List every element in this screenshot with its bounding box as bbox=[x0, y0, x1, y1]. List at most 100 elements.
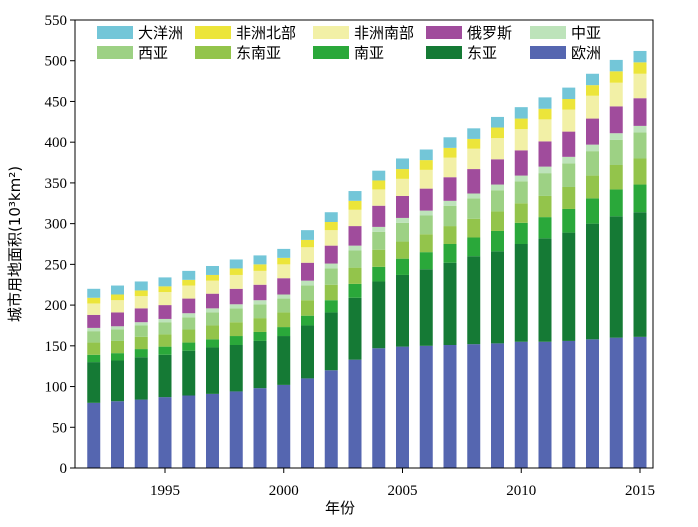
bar-segment bbox=[182, 270, 196, 280]
bar-segment bbox=[134, 290, 148, 297]
bar-segment bbox=[609, 59, 623, 72]
bar-segment bbox=[609, 106, 623, 134]
bar-segment bbox=[586, 73, 599, 86]
bar-stack-2013 bbox=[586, 73, 599, 468]
bar-segment bbox=[134, 296, 148, 309]
y-tick-label: 200 bbox=[45, 298, 68, 314]
bar-segment bbox=[182, 317, 196, 330]
bar-segment bbox=[586, 223, 599, 340]
bar-segment bbox=[467, 218, 481, 238]
bar-segment bbox=[633, 98, 647, 126]
bar-segment bbox=[182, 313, 196, 318]
bar-segment bbox=[443, 137, 457, 148]
legend-label: 东南亚 bbox=[236, 44, 281, 62]
bar-segment bbox=[396, 178, 409, 196]
bar-segment bbox=[324, 370, 338, 468]
bar-stack-2008 bbox=[467, 128, 481, 468]
bar-segment bbox=[301, 262, 314, 281]
bar-segment bbox=[609, 71, 623, 83]
legend-label: 西亚 bbox=[138, 44, 168, 62]
bar-segment bbox=[491, 190, 504, 212]
bar-segment bbox=[87, 327, 101, 332]
bar-segment bbox=[538, 195, 552, 218]
bar-segment bbox=[277, 312, 291, 328]
bar-segment bbox=[182, 279, 196, 286]
x-tick-label: 1995 bbox=[150, 483, 180, 499]
bar-segment bbox=[372, 249, 386, 267]
bar-stack-2011 bbox=[538, 97, 552, 468]
bar-segment bbox=[419, 149, 433, 161]
legend-swatch bbox=[530, 26, 566, 39]
bar-segment bbox=[324, 268, 338, 285]
bar-segment bbox=[633, 125, 647, 133]
bar-segment bbox=[134, 325, 148, 337]
bar-segment bbox=[633, 132, 647, 159]
bar-segment bbox=[324, 222, 338, 231]
bar-stack-2004 bbox=[372, 170, 386, 468]
bar-segment bbox=[182, 395, 196, 468]
bar-segment bbox=[253, 331, 267, 341]
bar-segment bbox=[372, 170, 386, 181]
legend-swatch bbox=[97, 26, 133, 39]
bar-stack-1995 bbox=[158, 277, 172, 468]
bar-segment bbox=[633, 336, 647, 468]
bar-segment bbox=[301, 378, 314, 468]
bar-segment bbox=[111, 294, 124, 301]
bar-segment bbox=[491, 159, 504, 185]
bar-segment bbox=[562, 87, 576, 100]
bar-segment bbox=[396, 274, 409, 347]
bar-stack-2005 bbox=[396, 158, 409, 468]
bar-segment bbox=[324, 245, 338, 264]
bar-segment bbox=[514, 222, 528, 244]
bar-segment bbox=[372, 231, 386, 250]
legend-swatch bbox=[426, 46, 462, 59]
y-tick-label: 350 bbox=[45, 176, 68, 192]
x-axis-title: 年份 bbox=[325, 499, 355, 517]
bar-segment bbox=[419, 215, 433, 235]
y-tick-label: 400 bbox=[45, 135, 68, 151]
bar-stack-2002 bbox=[324, 212, 338, 468]
bar-segment bbox=[562, 131, 576, 157]
bar-segment bbox=[87, 362, 101, 403]
bar-segment bbox=[348, 250, 362, 268]
bar-segment bbox=[324, 263, 338, 269]
bar-segment bbox=[514, 203, 528, 223]
bar-segment bbox=[419, 269, 433, 346]
legend-swatch bbox=[530, 46, 566, 59]
bar-segment bbox=[538, 217, 552, 239]
bar-segment bbox=[87, 331, 101, 343]
bar-segment bbox=[277, 278, 291, 295]
bar-segment bbox=[253, 284, 267, 301]
bar-segment bbox=[206, 325, 219, 340]
bar-segment bbox=[562, 186, 576, 209]
bar-segment bbox=[324, 212, 338, 222]
bar-segment bbox=[111, 401, 124, 468]
legend-label: 非洲北部 bbox=[236, 24, 296, 42]
bar-segment bbox=[158, 354, 172, 398]
bar-stack-2012 bbox=[562, 87, 576, 468]
bar-segment bbox=[443, 262, 457, 345]
bar-segment bbox=[396, 169, 409, 179]
bar-segment bbox=[491, 230, 504, 252]
bar-segment bbox=[277, 264, 291, 279]
bar-segment bbox=[609, 139, 623, 165]
bar-segment bbox=[301, 315, 314, 326]
bar-segment bbox=[348, 245, 362, 251]
bar-stack-2003 bbox=[348, 191, 362, 468]
bar-segment bbox=[87, 342, 101, 355]
bar-segment bbox=[491, 184, 504, 191]
bar-segment bbox=[562, 232, 576, 341]
x-tick-label: 2010 bbox=[506, 483, 536, 499]
bar-segment bbox=[253, 255, 267, 265]
bar-segment bbox=[586, 144, 599, 152]
bar-segment bbox=[586, 151, 599, 176]
bar-segment bbox=[253, 388, 267, 468]
bar-segment bbox=[467, 128, 481, 139]
bar-segment bbox=[134, 322, 148, 326]
bar-segment bbox=[372, 189, 386, 206]
bar-segment bbox=[87, 297, 101, 304]
bar-segment bbox=[229, 322, 243, 337]
bar-segment bbox=[301, 247, 314, 263]
bar-segment bbox=[538, 119, 552, 142]
bar-segment bbox=[491, 138, 504, 160]
